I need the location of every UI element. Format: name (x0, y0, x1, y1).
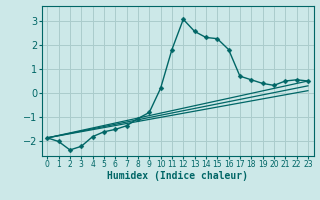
X-axis label: Humidex (Indice chaleur): Humidex (Indice chaleur) (107, 171, 248, 181)
